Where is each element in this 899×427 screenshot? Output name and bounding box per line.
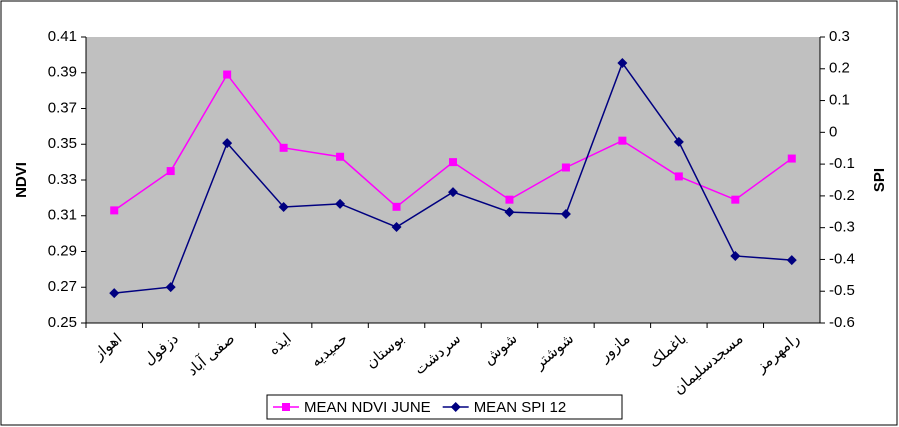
point bbox=[392, 202, 401, 211]
y-tick-label: 0.41 bbox=[48, 28, 77, 45]
point bbox=[110, 206, 119, 215]
y2-tick-label: -0.4 bbox=[829, 250, 855, 267]
legend-label: MEAN SPI 12 bbox=[474, 399, 567, 416]
point bbox=[336, 152, 345, 161]
y-tick-label: 0.39 bbox=[48, 64, 77, 81]
y-tick-label: 0.27 bbox=[48, 278, 77, 295]
y2-tick-label: -0.2 bbox=[829, 187, 855, 204]
y-axis-title: NDVI bbox=[13, 162, 30, 198]
point bbox=[279, 143, 288, 152]
y2-tick-label: -0.1 bbox=[829, 155, 855, 172]
y2-tick-label: 0.2 bbox=[829, 60, 850, 77]
point bbox=[504, 207, 515, 218]
point bbox=[731, 195, 740, 204]
point bbox=[282, 403, 290, 411]
plot-area bbox=[86, 37, 820, 323]
point bbox=[109, 288, 120, 299]
y2-tick-label: -0.6 bbox=[829, 314, 855, 331]
point bbox=[618, 136, 627, 145]
point bbox=[165, 282, 176, 293]
y-tick-label: 0.33 bbox=[48, 171, 77, 188]
point bbox=[449, 158, 457, 167]
y-tick-label: 0.37 bbox=[48, 99, 77, 116]
point bbox=[617, 58, 628, 69]
point bbox=[730, 250, 741, 261]
point bbox=[674, 172, 683, 181]
legend-label: MEAN NDVI JUNE bbox=[304, 399, 431, 416]
point bbox=[278, 202, 289, 213]
y2-tick-label: -0.5 bbox=[829, 282, 855, 299]
point bbox=[166, 167, 175, 176]
y2-tick-label: 0 bbox=[829, 123, 837, 140]
y-tick-label: 0.35 bbox=[48, 135, 77, 152]
y-tick-label: 0.25 bbox=[48, 314, 77, 331]
y-tick-label: 0.29 bbox=[48, 242, 77, 259]
y2-tick-label: 0.1 bbox=[829, 92, 850, 109]
point bbox=[560, 209, 571, 220]
y2-tick-label: -0.3 bbox=[829, 219, 855, 236]
point bbox=[673, 136, 684, 147]
point bbox=[786, 255, 797, 266]
y2-axis-title: SPI bbox=[871, 168, 888, 192]
y2-tick-label: 0.3 bbox=[829, 28, 850, 45]
point bbox=[505, 195, 514, 204]
point bbox=[222, 138, 233, 149]
point bbox=[223, 70, 232, 79]
point bbox=[450, 402, 461, 412]
y-tick-label: 0.31 bbox=[48, 207, 77, 224]
point bbox=[391, 222, 402, 233]
point bbox=[561, 163, 570, 172]
point bbox=[787, 154, 796, 163]
point bbox=[335, 198, 346, 209]
point bbox=[448, 187, 458, 198]
